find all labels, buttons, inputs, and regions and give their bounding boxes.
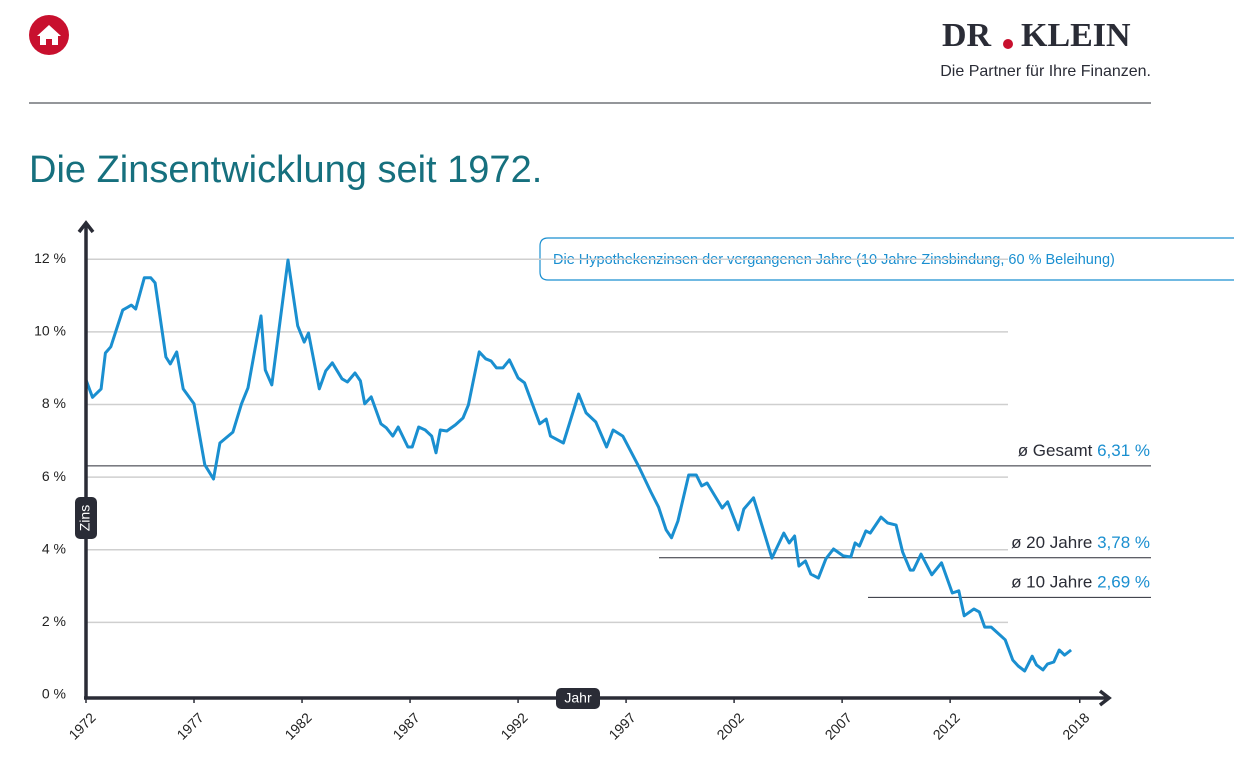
y-tick-label: 8 % bbox=[42, 395, 66, 411]
logo-left: DR bbox=[942, 17, 992, 54]
average-value: 6,31 % bbox=[1097, 441, 1150, 460]
x-tick-label: 2002 bbox=[713, 709, 746, 742]
average-name: ø 20 Jahre bbox=[1011, 533, 1092, 552]
x-tick-label: 1982 bbox=[281, 709, 314, 742]
y-tick-label: 4 % bbox=[42, 540, 66, 556]
x-tick-label: 2012 bbox=[930, 709, 963, 742]
logo-right: KLEIN bbox=[1021, 17, 1131, 54]
logo-dot bbox=[1003, 39, 1013, 49]
plot: 0 % 2 % 4 % 6 % 8 % 10 % 12 % 1972 1977 1982 1987 1… bbox=[34, 250, 1151, 743]
average-name: ø 10 Jahre bbox=[1011, 573, 1092, 592]
y-tick-label: 12 % bbox=[34, 250, 66, 266]
x-tick-label: 1972 bbox=[65, 709, 98, 742]
x-tick-label: 1992 bbox=[497, 709, 530, 742]
average-label: ø Gesamt 6,31 % bbox=[1018, 441, 1150, 460]
average-label: ø 20 Jahre 3,78 % bbox=[1011, 533, 1150, 552]
x-tick-label: 1997 bbox=[605, 709, 638, 742]
y-tick-label: 10 % bbox=[34, 323, 66, 339]
x-tick-label: 2007 bbox=[822, 709, 855, 742]
x-axis-label: Jahr bbox=[564, 690, 592, 706]
average-name: ø Gesamt bbox=[1018, 441, 1093, 460]
x-tick-label: 2018 bbox=[1059, 709, 1092, 742]
average-value: 2,69 % bbox=[1097, 573, 1150, 592]
average-value: 3,78 % bbox=[1097, 533, 1150, 552]
y-axis-label: Zins bbox=[77, 505, 93, 531]
home-button[interactable] bbox=[29, 15, 69, 55]
chart-title: Die Zinsentwicklung seit 1972. bbox=[29, 149, 542, 191]
y-tick-label: 6 % bbox=[42, 468, 66, 484]
x-tick-label: 1977 bbox=[173, 709, 206, 742]
x-tick-label: 1987 bbox=[389, 709, 422, 742]
y-tick-label: 0 % bbox=[42, 686, 66, 702]
tagline: Die Partner für Ihre Finanzen. bbox=[940, 63, 1151, 80]
data-line bbox=[84, 258, 1073, 673]
y-tick-label: 2 % bbox=[42, 613, 66, 629]
axes: Zins Jahr bbox=[75, 220, 1112, 709]
average-label: ø 10 Jahre 2,69 % bbox=[1011, 573, 1150, 592]
